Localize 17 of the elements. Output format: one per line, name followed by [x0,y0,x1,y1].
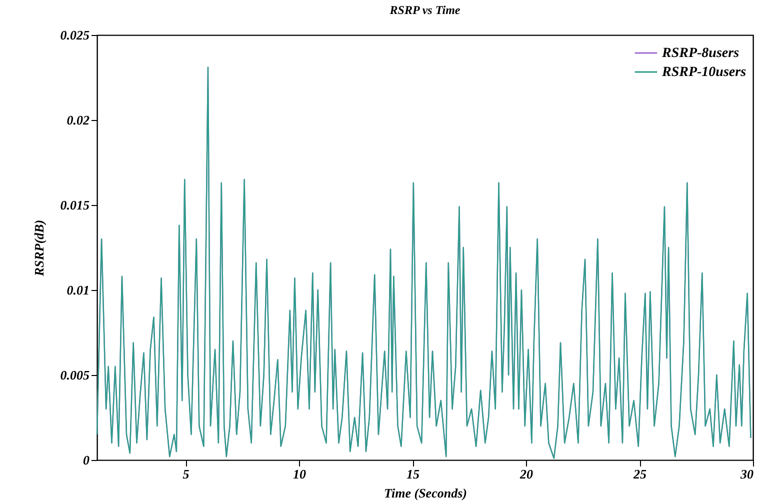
x-tick-label: 5 [182,466,190,482]
y-tick-label: 0 [83,452,90,468]
x-tick-label: 10 [293,466,307,482]
x-tick-label: 15 [406,466,420,482]
x-tick-label: 20 [519,466,534,482]
x-tick-label: 25 [632,466,648,482]
chart-title: RSRP vs Time [388,3,461,17]
y-tick-label: 0.015 [60,198,90,212]
legend-label: RSRP-8users [661,46,740,61]
y-tick-label: 0.02 [66,112,90,128]
y-axis-title: RSRP(dB) [31,220,46,278]
x-axis-title: Time (Seconds) [384,486,467,500]
y-tick-label: 0.005 [60,368,90,382]
x-tick-label: 30 [740,466,754,482]
y-tick-label: 0.025 [60,28,90,42]
legend-label: RSRP-10users [661,65,747,80]
y-tick-label: 0.01 [66,282,90,298]
